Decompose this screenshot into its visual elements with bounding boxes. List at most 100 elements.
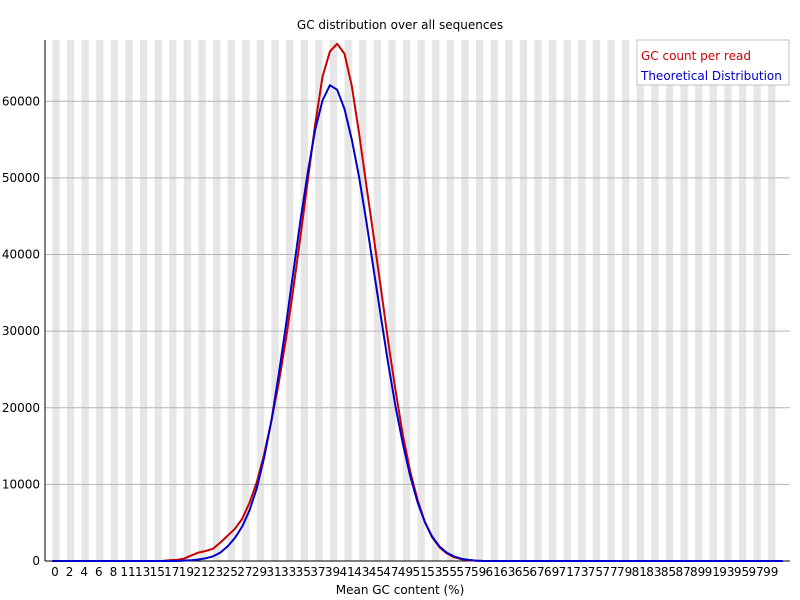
background-band <box>578 40 586 561</box>
y-tick-label: 50000 <box>2 171 40 185</box>
x-tick-label: 55 <box>442 565 457 579</box>
background-band <box>125 40 133 561</box>
x-tick-label: 39 <box>325 565 340 579</box>
x-tick-label: 53 <box>427 565 442 579</box>
chart-title: GC distribution over all sequences <box>297 18 503 32</box>
background-band <box>256 40 265 561</box>
background-band <box>768 40 776 561</box>
background-band <box>96 40 104 561</box>
background-band <box>446 40 455 561</box>
y-tick-label: 40000 <box>2 248 40 262</box>
x-tick-label: 89 <box>690 565 705 579</box>
background-band <box>344 40 352 561</box>
background-band <box>753 40 761 561</box>
x-axis-label: Mean GC content (%) <box>336 583 465 597</box>
x-tick-label: 81 <box>632 565 647 579</box>
x-tick-label: 75 <box>588 565 603 579</box>
background-band <box>651 40 659 561</box>
series-line-theoretical <box>52 84 783 562</box>
background-band <box>432 40 440 561</box>
y-tick-label: 60000 <box>2 94 40 108</box>
x-tick-label: 11 <box>120 565 135 579</box>
y-tick-labels: 0 10000 20000 30000 40000 50000 60000 <box>2 94 40 568</box>
background-band <box>388 40 396 561</box>
x-tick-label: 13 <box>135 565 150 579</box>
background-band <box>665 40 674 561</box>
background-band <box>519 40 528 561</box>
x-tick-label: 15 <box>150 565 165 579</box>
background-band <box>66 40 75 561</box>
background-band <box>315 40 323 561</box>
x-tick-label: 27 <box>237 565 252 579</box>
x-tick-label: 93 <box>719 565 734 579</box>
background-band <box>563 40 571 561</box>
x-tick-label: 2 <box>66 565 74 579</box>
y-tick-label: 20000 <box>2 401 40 415</box>
x-tick-label: 69 <box>544 565 559 579</box>
x-tick-label: 61 <box>486 565 501 579</box>
legend-entry-gc-count: GC count per read <box>641 49 751 63</box>
background-band <box>300 40 308 561</box>
x-tick-label: 95 <box>734 565 749 579</box>
background-band <box>359 40 367 561</box>
background-band <box>183 40 192 561</box>
y-tick-label: 30000 <box>2 324 40 338</box>
background-band <box>534 40 542 561</box>
background-band <box>622 40 630 561</box>
x-tick-label: 21 <box>193 565 208 579</box>
background-band <box>402 40 411 561</box>
background-band <box>242 40 250 561</box>
x-tick-label: 63 <box>500 565 515 579</box>
x-tick-labels: 0 2 4 6 8 11 13 15 17 19 21 23 25 27 29 31 33 35 37 39 41 43 4… <box>51 565 778 579</box>
background-band <box>548 40 557 561</box>
legend: GC count per read Theoretical Distributi… <box>636 39 790 86</box>
x-tick-label: 65 <box>515 565 530 579</box>
background-band <box>373 40 381 561</box>
background-band <box>52 40 60 561</box>
background-band <box>475 40 484 561</box>
background-band <box>227 40 235 561</box>
x-tick-label: 6 <box>95 565 103 579</box>
y-tick-label: 10000 <box>2 477 40 491</box>
x-tick-label: 8 <box>110 565 118 579</box>
background-band <box>212 40 221 561</box>
background-band <box>198 40 206 561</box>
legend-entry-theoretical: Theoretical Distribution <box>640 69 782 83</box>
x-tick-label: 97 <box>748 565 763 579</box>
x-tick-label: 49 <box>398 565 413 579</box>
x-tick-label: 83 <box>646 565 661 579</box>
x-tick-label: 41 <box>339 565 354 579</box>
x-tick-label: 17 <box>164 565 179 579</box>
background-band <box>695 40 703 561</box>
x-tick-label: 37 <box>310 565 325 579</box>
x-tick-label: 45 <box>369 565 384 579</box>
background-band <box>417 40 425 561</box>
x-tick-label: 19 <box>179 565 194 579</box>
background-band <box>636 40 644 561</box>
horizontal-gridlines <box>45 100 790 485</box>
x-tick-label: 59 <box>471 565 486 579</box>
background-band <box>139 40 148 561</box>
x-tick-label: 79 <box>617 565 632 579</box>
x-tick-label: 87 <box>675 565 690 579</box>
x-tick-label: 4 <box>80 565 88 579</box>
x-tick-label: 25 <box>223 565 238 579</box>
x-tick-label: 35 <box>296 565 311 579</box>
background-band <box>110 40 119 561</box>
x-tick-label: 71 <box>559 565 574 579</box>
background-band <box>724 40 732 561</box>
background-band <box>154 40 162 561</box>
background-band <box>592 40 601 561</box>
background-band <box>81 40 89 561</box>
x-tick-label: 73 <box>573 565 588 579</box>
x-tick-label: 43 <box>354 565 369 579</box>
x-tick-label: 85 <box>661 565 676 579</box>
background-band <box>271 40 279 561</box>
x-tick-label: 67 <box>529 565 544 579</box>
x-tick-label: 91 <box>705 565 720 579</box>
y-tick-label: 0 <box>32 554 40 568</box>
background-band <box>169 40 177 561</box>
x-tick-label: 51 <box>413 565 428 579</box>
